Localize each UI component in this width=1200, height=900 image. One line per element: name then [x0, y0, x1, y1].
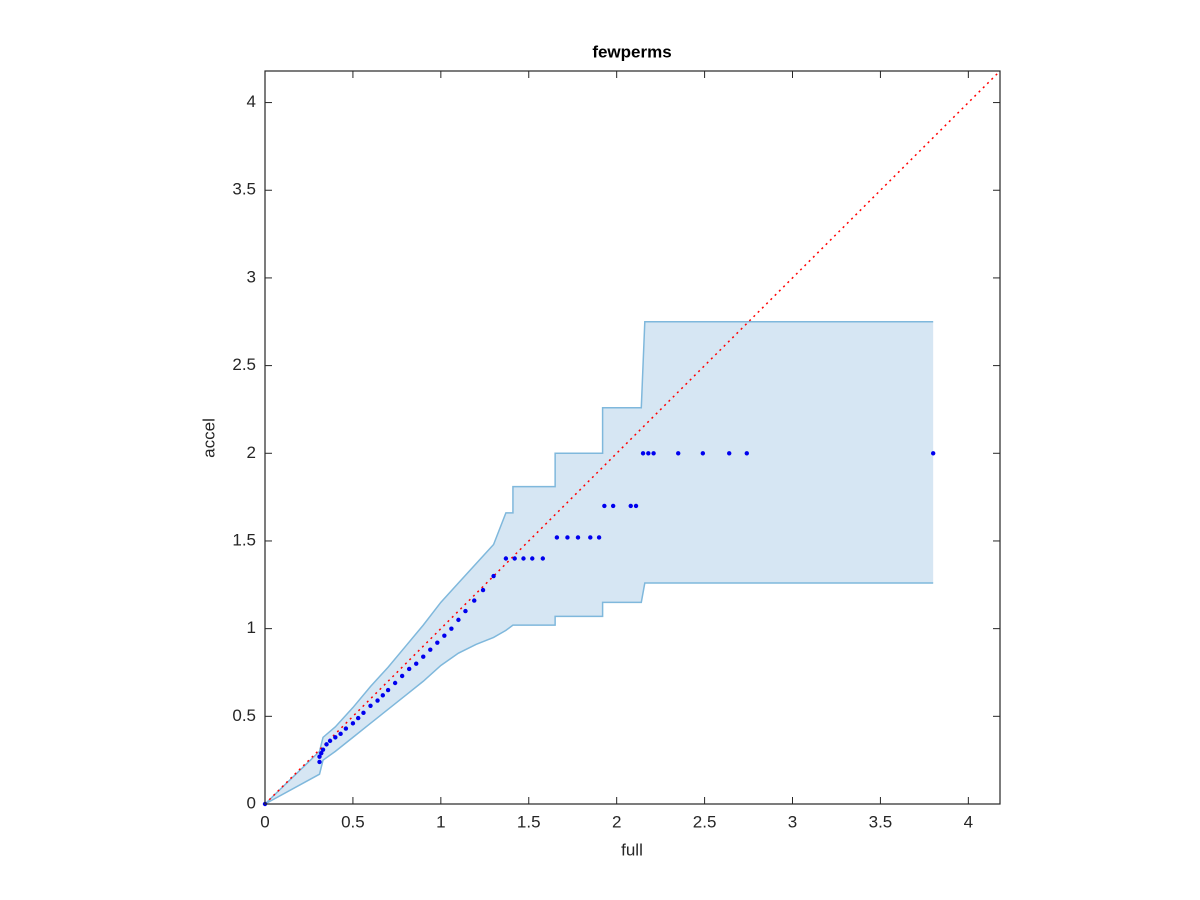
data-point [628, 503, 633, 509]
data-point [350, 721, 356, 726]
data-point [512, 556, 517, 561]
x-tick-label: 3.5 [869, 812, 893, 831]
band-edge [264, 321, 934, 805]
data-point [480, 587, 486, 593]
data-point [651, 451, 656, 456]
y-tick-label: 0 [247, 793, 256, 812]
y-tick-label: 2 [247, 443, 256, 462]
x-tick-label: 2 [612, 812, 621, 831]
y-tick-label: 0.5 [232, 706, 256, 725]
data-point [575, 535, 581, 540]
data-point [414, 661, 419, 666]
data-point [727, 451, 732, 456]
data-point [463, 608, 468, 614]
data-point [428, 647, 433, 652]
data-point [343, 726, 349, 731]
data-point [333, 735, 338, 740]
y-tick-label: 3.5 [232, 180, 256, 199]
data-point [596, 535, 602, 540]
y-tick-label: 2.5 [232, 355, 256, 374]
reference-line [264, 70, 1001, 805]
data-point [700, 451, 706, 456]
data-point [406, 666, 412, 672]
data-point [646, 451, 651, 456]
data-point [640, 451, 646, 456]
data-point [421, 654, 426, 659]
y-tick-label: 4 [247, 92, 256, 111]
data-point [355, 715, 361, 721]
y-tick-label: 1.5 [232, 530, 256, 549]
data-point [554, 535, 560, 540]
data-point [521, 556, 526, 561]
data-point [320, 747, 326, 752]
data-point [392, 680, 398, 686]
x-tick-label: 4 [964, 812, 973, 831]
data-point [319, 750, 324, 756]
data-point [472, 598, 477, 603]
data-point [930, 451, 936, 456]
data-point [327, 738, 333, 744]
data-point [317, 754, 322, 759]
data-point [380, 693, 386, 698]
y-tick-label: 1 [247, 618, 256, 637]
data-point [442, 633, 447, 638]
y-axis-label: accel [199, 418, 218, 458]
data-point [324, 742, 329, 747]
data-point [503, 556, 509, 561]
data-point [456, 617, 461, 623]
x-tick-label: 1.5 [517, 812, 541, 831]
data-point [744, 451, 749, 456]
x-tick-label: 1 [436, 812, 445, 831]
data-point [449, 626, 454, 631]
band-edge [264, 582, 934, 805]
chart-title: fewperms [592, 42, 671, 61]
data-point [588, 535, 593, 540]
data-point [317, 759, 322, 765]
data-point [676, 451, 681, 456]
y-tick-label: 3 [247, 267, 256, 286]
data-point [375, 698, 380, 703]
data-point [368, 703, 373, 708]
x-tick-label: 2.5 [693, 812, 717, 831]
data-point [491, 573, 496, 579]
confidence-band [265, 321, 934, 804]
data-point [338, 731, 343, 737]
plot-frame [264, 70, 1001, 805]
x-tick-label: 3 [788, 812, 797, 831]
data-point [361, 710, 366, 716]
data-point [602, 503, 607, 509]
x-tick-label: 0 [260, 812, 269, 831]
data-point [633, 503, 639, 509]
data-point [385, 687, 391, 693]
data-point [610, 503, 616, 509]
x-tick-label: 0.5 [341, 812, 365, 831]
data-point [435, 640, 440, 645]
x-axis-label: full [621, 840, 643, 859]
data-point [565, 535, 570, 540]
data-point [530, 556, 535, 561]
data-point [540, 556, 546, 561]
data-point [399, 673, 405, 679]
